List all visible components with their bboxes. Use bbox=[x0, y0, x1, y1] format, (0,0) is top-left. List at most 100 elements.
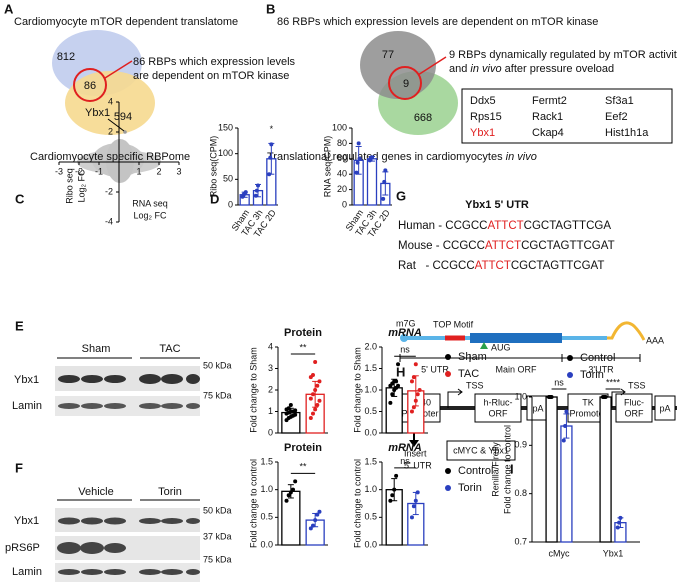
construct-label: TSS bbox=[628, 380, 646, 390]
gene: Ddx5 bbox=[470, 95, 496, 107]
point bbox=[284, 498, 289, 503]
significance: * bbox=[270, 124, 274, 134]
blot bbox=[55, 396, 200, 416]
highlight-circle bbox=[388, 66, 422, 100]
point bbox=[293, 408, 298, 413]
sequence-part: CGCTAGTTCGA bbox=[524, 220, 612, 232]
point bbox=[413, 398, 418, 403]
chart-title: Protein bbox=[284, 442, 322, 454]
bands bbox=[58, 374, 200, 384]
y-tick-label: 60 bbox=[337, 153, 347, 163]
point bbox=[411, 405, 416, 410]
x-tick-label: 2 bbox=[156, 166, 161, 176]
y-axis-label: Fold change to Sham bbox=[352, 347, 362, 433]
row-label: Ybx1 bbox=[14, 374, 39, 386]
venn-note-part: after pressure oveload bbox=[502, 63, 615, 75]
scatter-cloud bbox=[106, 139, 134, 183]
blot bbox=[55, 563, 200, 582]
y-tick-label: 0.7 bbox=[514, 536, 527, 546]
y-tick-label: 1.0 bbox=[260, 484, 273, 494]
y-tick-label: 2 bbox=[108, 126, 113, 136]
x-tick-label: -1 bbox=[95, 166, 103, 176]
point bbox=[317, 379, 322, 384]
tss-arrow bbox=[611, 388, 626, 408]
legend-label: Control bbox=[580, 352, 615, 364]
chart-title: mRNA bbox=[388, 442, 422, 454]
y-tick-label: -2 bbox=[105, 186, 113, 196]
point bbox=[254, 188, 259, 193]
panel-letter: E bbox=[15, 318, 24, 333]
panel-letter: C bbox=[15, 191, 25, 206]
marker: 75 kDa bbox=[203, 554, 232, 564]
marker: 50 kDa bbox=[203, 360, 232, 370]
diagram-label: m7G bbox=[396, 318, 416, 328]
venn-note: and in vivo after pressure oveload bbox=[449, 63, 614, 75]
panel-letter: G bbox=[396, 188, 406, 203]
point bbox=[315, 383, 320, 388]
venn-count: 9 bbox=[403, 78, 409, 90]
point bbox=[288, 490, 293, 495]
point bbox=[411, 375, 416, 380]
sequence-part: CGCTAGTTCGAT bbox=[521, 240, 614, 252]
point bbox=[268, 155, 273, 160]
pointer bbox=[104, 60, 133, 79]
y-tick-label: 0 bbox=[268, 427, 273, 437]
point bbox=[618, 515, 623, 520]
point bbox=[355, 160, 360, 165]
significance: ** bbox=[299, 462, 307, 472]
construct-label: Fluc- bbox=[624, 397, 644, 407]
venn-count: 86 bbox=[84, 80, 96, 92]
point bbox=[409, 379, 414, 384]
y-tick-label: 3 bbox=[268, 363, 273, 373]
sequence-part: Mouse - CCGCC bbox=[398, 240, 485, 252]
significance: ns bbox=[400, 456, 410, 466]
point bbox=[310, 372, 315, 377]
point bbox=[256, 183, 260, 188]
annotation: Ybx1 bbox=[85, 107, 110, 119]
point bbox=[396, 383, 401, 388]
point bbox=[354, 170, 359, 175]
point bbox=[123, 130, 127, 134]
chart-title: mRNA bbox=[388, 327, 422, 339]
y-axis-label: Fold change to control bbox=[502, 425, 512, 514]
panel-letter: I bbox=[510, 461, 514, 476]
point bbox=[310, 392, 315, 397]
point bbox=[394, 473, 399, 478]
y-tick-label: 100 bbox=[218, 148, 233, 158]
y-tick-label: 2.0 bbox=[364, 341, 377, 351]
diagram-label: TOP Motif bbox=[433, 319, 474, 329]
tss-arrow bbox=[447, 388, 463, 408]
construct-label: ORF bbox=[625, 408, 645, 418]
point bbox=[253, 193, 258, 198]
point bbox=[409, 409, 414, 414]
diagram-label: 5' UTR bbox=[421, 364, 449, 374]
pointer bbox=[417, 56, 447, 76]
point bbox=[615, 525, 620, 530]
venn-circle bbox=[360, 31, 436, 99]
point bbox=[313, 407, 318, 412]
point bbox=[383, 168, 388, 173]
construct-label: 5' UTR bbox=[404, 460, 432, 470]
group-label: Torin bbox=[158, 486, 182, 498]
aug-marker bbox=[480, 342, 488, 349]
point bbox=[293, 479, 298, 484]
point bbox=[388, 400, 393, 405]
panel-letter: D bbox=[210, 191, 219, 206]
sequence: Rat - CCGCCATTCTCGCTAGTTCGAT bbox=[398, 260, 604, 272]
bar bbox=[281, 490, 301, 546]
point bbox=[411, 504, 416, 509]
construct-label: Insert bbox=[404, 448, 427, 458]
point bbox=[392, 487, 397, 492]
y-tick-label: 1.5 bbox=[364, 363, 377, 373]
point bbox=[313, 388, 318, 392]
point bbox=[313, 518, 318, 523]
panel-letter: F bbox=[15, 460, 23, 475]
venn-caption: Cardiomyocyte specific RBPome bbox=[30, 151, 190, 163]
y-tick-label: 0.0 bbox=[364, 539, 377, 549]
legend-label: Torin bbox=[580, 369, 604, 381]
point bbox=[317, 398, 322, 403]
diagram-label: AUG bbox=[491, 342, 511, 352]
point bbox=[313, 360, 318, 365]
y-tick-label: 1.0 bbox=[364, 384, 377, 394]
point bbox=[390, 392, 395, 397]
